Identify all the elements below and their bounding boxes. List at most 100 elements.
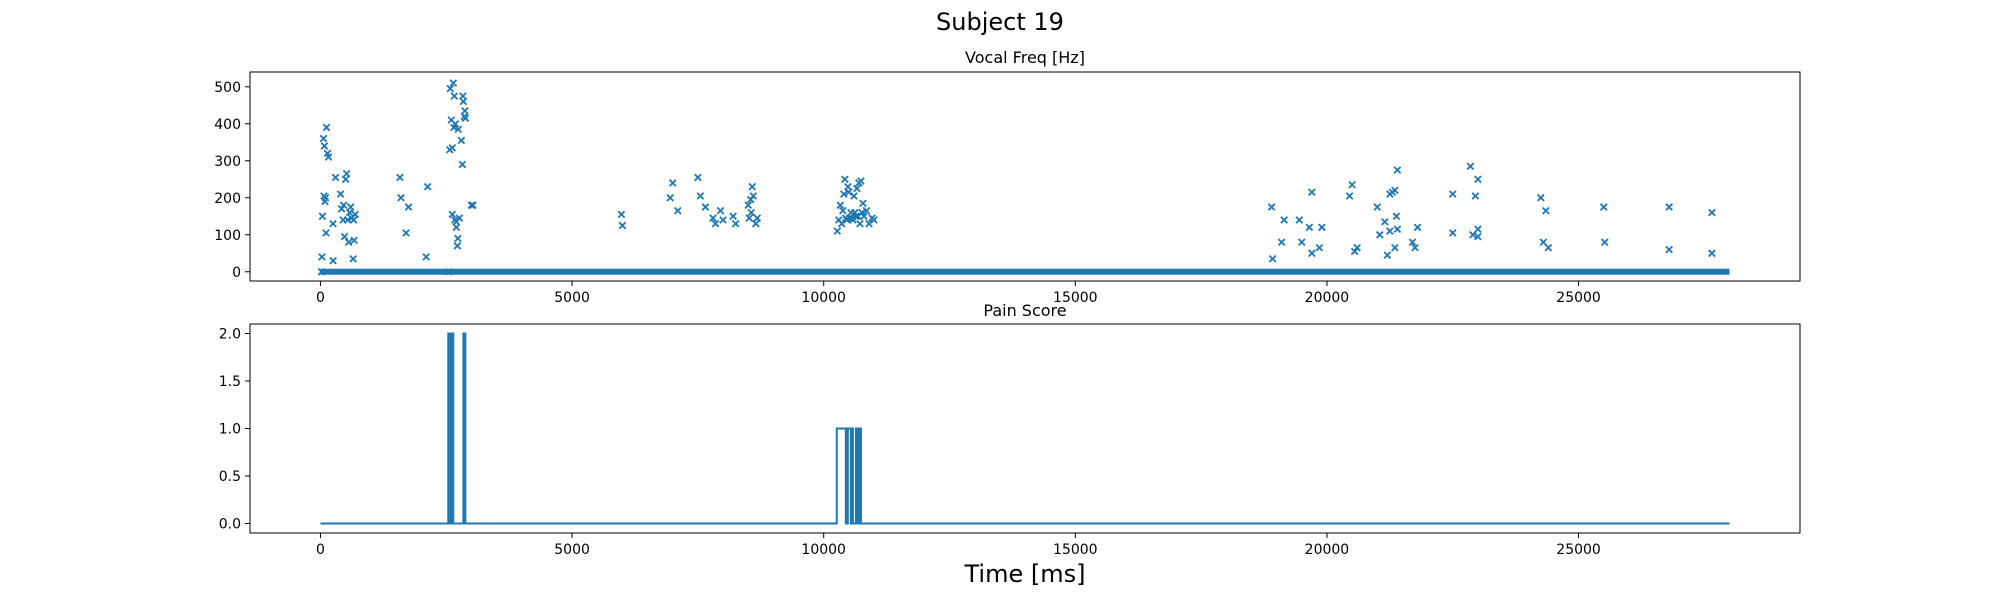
vocal-freq-point <box>448 143 457 152</box>
vocal-freq-point <box>457 136 466 145</box>
vocal-freq-ticks: 0 5000 10000 15000 20000 25000 0 100 200 300 400 50… <box>214 80 1601 306</box>
vocal-freq-point <box>666 193 675 202</box>
vocal-freq-point <box>1474 175 1482 184</box>
x-axis-label: Time [ms] <box>964 560 1086 588</box>
vocal-freq-point <box>449 79 458 87</box>
vocal-freq-point <box>617 210 626 219</box>
pain-score-frame <box>249 323 1801 534</box>
vocal-freq-ytick-label: 300 <box>214 154 241 170</box>
vocal-freq-point <box>322 123 331 132</box>
vocal-freq-point <box>452 223 461 232</box>
vocal-freq-point <box>340 232 349 241</box>
vocal-freq-point <box>1544 243 1553 252</box>
vocal-freq-point <box>469 201 477 210</box>
vocal-freq-point <box>1474 232 1482 241</box>
vocal-freq-point <box>459 97 468 106</box>
vocal-freq-point <box>343 216 352 224</box>
vocal-freq-ytick-label: 500 <box>214 80 241 96</box>
vocal-freq-point <box>1411 243 1419 252</box>
vocal-freq-point <box>451 119 460 128</box>
vocal-freq-point <box>709 214 717 222</box>
pain-score-line-group <box>320 332 1730 525</box>
vocal-freq-point <box>1297 238 1306 246</box>
vocal-freq-point <box>696 192 705 200</box>
vocal-freq-point <box>346 203 355 211</box>
vocal-freq-point <box>1280 216 1289 224</box>
vocal-freq-point <box>320 142 329 150</box>
pain-score-ytick-label: 2.0 <box>219 327 241 343</box>
vocal-freq-point <box>331 173 340 182</box>
vocal-freq-point <box>852 212 860 221</box>
vocal-freq-point <box>862 206 871 215</box>
vocal-freq-point <box>1277 238 1286 246</box>
vocal-freq-point <box>844 182 852 191</box>
vocal-freq-point <box>454 125 463 134</box>
vocal-freq-point <box>1599 203 1608 211</box>
vocal-freq-point <box>423 182 432 191</box>
vocal-freq-point <box>856 219 864 228</box>
vocal-freq-point <box>865 219 873 228</box>
vocal-freq-point <box>1267 203 1276 211</box>
vocal-freq-point <box>1392 212 1401 221</box>
vocal-freq-point <box>1471 192 1480 200</box>
vocal-freq-point <box>719 216 727 224</box>
vocal-freq-point <box>1295 216 1304 224</box>
vocal-freq-point <box>446 84 455 93</box>
vocal-freq-point <box>716 206 725 215</box>
vocal-freq-ytick-label: 400 <box>214 117 241 133</box>
vocal-freq-point <box>745 214 754 222</box>
vocal-freq-point <box>1542 206 1550 215</box>
pain-score-ticks: 0 5000 10000 15000 20000 25000 0.0 0.5 1.0 1.5 2.0 <box>219 327 1601 559</box>
vocal-freq-point <box>1665 245 1673 254</box>
vocal-freq-point <box>731 219 740 228</box>
vocal-freq-point <box>1345 192 1354 200</box>
vocal-freq-point <box>404 203 413 211</box>
vocal-freq-point <box>1305 223 1314 232</box>
vocal-freq-point <box>1466 162 1475 171</box>
vocal-freq-point <box>1353 243 1361 252</box>
vocal-freq-point <box>701 203 710 211</box>
vocal-freq-point <box>1708 249 1716 258</box>
vocal-freq-point <box>397 193 405 202</box>
vocal-freq-point <box>1308 249 1316 258</box>
vocal-freq-point <box>870 216 878 224</box>
vocal-freq-point <box>1380 217 1389 226</box>
vocal-freq-point <box>673 206 682 215</box>
vocal-freq-point <box>454 234 462 243</box>
vocal-freq-point <box>455 214 464 222</box>
vocal-freq-point <box>853 184 861 193</box>
vocal-freq-point <box>321 193 330 202</box>
vocal-freq-xtick-label: 5000 <box>554 290 590 306</box>
vocal-freq-point <box>1373 203 1382 211</box>
vocal-freq-point <box>1448 190 1457 198</box>
pain-score-ytick-label: 1.5 <box>219 374 241 390</box>
figure-suptitle: Subject 19 <box>936 8 1064 36</box>
vocal-freq-point <box>860 212 868 221</box>
vocal-freq-point <box>838 206 847 215</box>
vocal-freq-point <box>1708 208 1716 217</box>
vocal-freq-point <box>350 236 359 245</box>
vocal-freq-point <box>841 175 849 184</box>
pain-score-ytick-label: 0.5 <box>219 469 241 485</box>
vocal-freq-xtick-label: 0 <box>316 290 325 306</box>
vocal-freq-point <box>1448 229 1457 237</box>
vocal-freq-point <box>711 219 720 228</box>
vocal-freq-points <box>317 79 1730 276</box>
vocal-freq-point <box>1315 243 1324 252</box>
vocal-freq-point <box>336 190 345 198</box>
vocal-freq-point <box>1391 186 1399 195</box>
vocal-freq-point <box>744 201 753 210</box>
vocal-freq-point <box>748 182 757 191</box>
pain-score-axes: Pain Score 0 5000 10000 15000 20000 250000.00… <box>219 301 1801 588</box>
vocal-freq-point <box>749 192 758 200</box>
vocal-freq-ytick-label: 100 <box>214 228 241 244</box>
vocal-freq-point <box>850 192 858 200</box>
vocal-freq-point <box>458 160 467 169</box>
pain-score-ytick-label: 0.0 <box>219 517 241 533</box>
vocal-freq-point <box>845 188 853 197</box>
vocal-freq-point <box>345 208 354 217</box>
vocal-freq-axes: Vocal Freq [Hz] 0 5000 10000 15000 20000 2500… <box>214 48 1801 306</box>
pain-score-xtick-label: 0 <box>316 542 325 558</box>
vocal-freq-point <box>318 253 326 261</box>
